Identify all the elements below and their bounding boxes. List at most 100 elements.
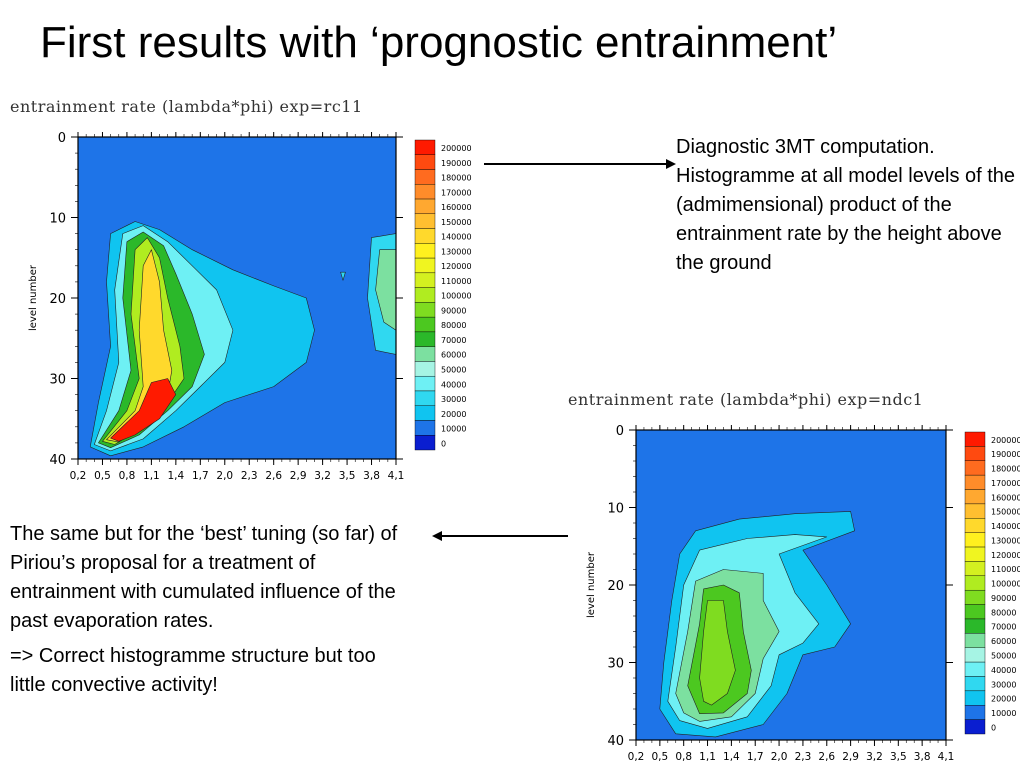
colorbar-swatch [964, 705, 986, 720]
colorbar-swatch [964, 604, 986, 620]
colorbar-swatch [964, 446, 986, 461]
colorbar-swatch [414, 198, 436, 215]
contour-band [699, 600, 736, 706]
colorbar-swatch [414, 420, 436, 436]
colorbar-label: 180000 [441, 174, 472, 183]
colorbar-swatch [964, 460, 986, 476]
colorbar-swatch [414, 435, 436, 451]
x-tick-label: 2,6 [265, 470, 282, 482]
colorbar-label: 50000 [991, 652, 1016, 661]
colorbar-swatch [964, 676, 986, 692]
x-tick-label: 3,5 [890, 751, 907, 763]
colorbar-swatch [964, 518, 986, 533]
heatmap-plot-ndc1: 0,2 0,5 0,8 1,1 1,4 1,7 2,0 2,3 2,6 2,9 3,2 3,5 3,8 4… [586, 424, 1020, 763]
slide-title: First results with ‘prognostic entrainme… [40, 18, 838, 67]
colorbar-label: 70000 [991, 623, 1016, 632]
colorbar-label: 60000 [991, 637, 1016, 646]
colorbar-label: 130000 [991, 536, 1020, 545]
x-tick-label: 2,9 [290, 470, 307, 482]
x-tick-label: 2,6 [818, 751, 835, 763]
colorbar-swatch [964, 633, 986, 648]
colorbar-swatch [414, 213, 436, 229]
colorbar-swatch [414, 405, 436, 421]
colorbar-label: 0 [991, 723, 996, 732]
colorbar-label: 100000 [991, 580, 1020, 589]
colorbar-swatch [414, 228, 436, 244]
colorbar-swatch [964, 474, 986, 490]
y-tick-label: 0 [58, 131, 66, 146]
y-axis-label: level number [586, 551, 597, 618]
colorbar-swatch [964, 647, 986, 663]
colorbar-swatch [964, 589, 986, 605]
colorbar-label: 90000 [441, 306, 466, 315]
x-tick-label: 2,9 [842, 751, 859, 763]
y-tick-label: 10 [49, 212, 66, 227]
colorbar-label: 100000 [441, 292, 472, 301]
colorbar-label: 40000 [991, 666, 1016, 675]
colorbar-swatch [414, 331, 436, 347]
colorbar-swatch [964, 719, 986, 735]
colorbar-swatch [964, 690, 986, 706]
colorbar-label: 150000 [441, 218, 472, 227]
x-tick-label: 1,4 [167, 470, 184, 482]
colorbar-label: 60000 [441, 351, 466, 360]
x-tick-label: 0,5 [651, 751, 668, 763]
colorbar-label: 110000 [991, 565, 1020, 574]
x-tick-label: 1,7 [747, 751, 764, 763]
x-tick-label: 3,2 [866, 751, 883, 763]
colorbar-label: 30000 [991, 680, 1016, 689]
y-tick-label: 30 [49, 373, 66, 388]
colorbar-swatch [414, 390, 436, 406]
colorbar-label: 200000 [441, 144, 472, 153]
x-tick-label: 2,3 [241, 470, 258, 482]
annotation-bottom-left: The same but for the ‘best’ tuning (so f… [10, 520, 410, 706]
annotation-bottom-left-para1: The same but for the ‘best’ tuning (so f… [10, 523, 398, 632]
colorbar-swatch [414, 139, 436, 155]
colorbar-swatch [964, 618, 986, 634]
y-axis-label: level number [28, 264, 39, 331]
contour-band [340, 271, 346, 281]
colorbar-label: 180000 [991, 465, 1020, 474]
colorbar-label: 140000 [441, 233, 472, 242]
x-tick-label: 2,3 [795, 751, 812, 763]
x-tick-label: 0,2 [628, 751, 645, 763]
colorbar-swatch [964, 503, 986, 519]
arrow-left-icon [432, 531, 568, 541]
colorbar-swatch [964, 575, 986, 591]
plot2-title: entrainment rate (lambda*phi) exp=ndc1 [568, 390, 924, 409]
colorbar-label: 130000 [441, 247, 472, 256]
plot1-title: entrainment rate (lambda*phi) exp=rc11 [10, 97, 363, 116]
colorbar-swatch [414, 375, 436, 392]
annotation-bottom-left-para2: => Correct histogramme structure but too… [10, 645, 376, 696]
colorbar-label: 10000 [441, 425, 466, 434]
x-tick-label: 2,0 [216, 470, 233, 482]
colorbar-label: 110000 [441, 277, 472, 286]
contour-band [375, 249, 396, 331]
y-tick-label: 20 [607, 579, 624, 594]
y-tick-label: 0 [616, 424, 624, 439]
colorbar-label: 70000 [441, 336, 466, 345]
y-tick-label: 30 [607, 657, 624, 672]
colorbar-label: 0 [441, 439, 446, 448]
x-tick-label: 1,1 [699, 751, 716, 763]
colorbar-swatch [414, 243, 436, 259]
colorbar-swatch [964, 546, 986, 562]
colorbar-swatch [414, 287, 436, 303]
colorbar-swatch [414, 257, 436, 274]
y-tick-label: 10 [607, 502, 624, 517]
y-tick-label: 40 [49, 453, 66, 468]
colorbar-swatch [414, 361, 436, 377]
colorbar-label: 190000 [991, 450, 1020, 459]
contour-band [110, 378, 177, 442]
colorbar-swatch [414, 184, 436, 200]
colorbar-swatch [414, 272, 436, 288]
x-tick-label: 3,8 [914, 751, 931, 763]
x-tick-label: 0,8 [675, 751, 692, 763]
colorbar-label: 80000 [991, 608, 1016, 617]
colorbar-label: 20000 [991, 695, 1016, 704]
colorbar-label: 30000 [441, 395, 466, 404]
colorbar-label: 120000 [991, 551, 1020, 560]
colorbar-label: 40000 [441, 380, 466, 389]
y-tick-label: 40 [607, 734, 624, 749]
colorbar-label: 190000 [441, 159, 472, 168]
